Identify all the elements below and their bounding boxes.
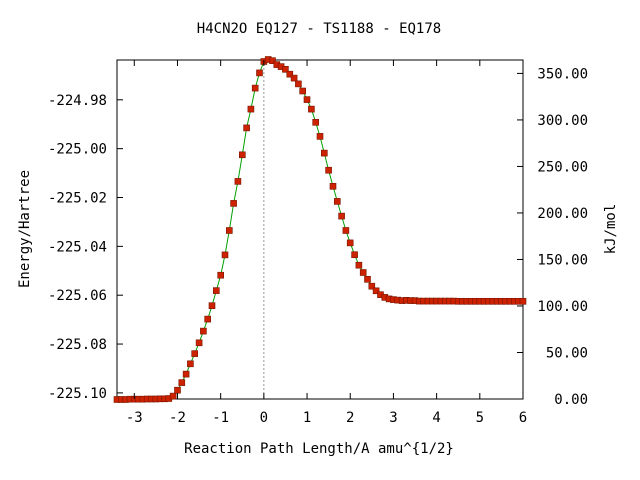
data-point [251,84,259,92]
plot-frame [116,59,524,400]
data-point [359,269,367,276]
data-point [217,271,224,279]
data-point [364,275,371,283]
data-point [519,297,527,305]
data-point [286,70,294,78]
data-point [187,360,194,368]
y2-tick-label: 250.00 [537,159,588,175]
y2-tick-label: 0.00 [554,392,588,408]
data-point [269,57,276,65]
data-point [247,105,255,113]
x-tick-label: 6 [519,410,527,426]
data-point [355,261,363,269]
x-tick-label: 5 [476,410,484,426]
x-tick-label: 1 [303,410,311,426]
x-tick-label: 0 [260,410,268,426]
data-point [299,87,307,95]
x-axis-label: Reaction Path Length/A amu^{1/2} [184,441,454,457]
data-point [191,350,198,357]
data-point [372,287,380,295]
x-tick-label: 3 [389,410,397,426]
data-point [174,386,181,394]
data-point-markers [113,56,527,403]
data-point [308,105,315,113]
y2-tick-label: 150.00 [537,252,588,268]
data-point [256,69,263,77]
y-axis-right-ticks: 0.00 50.00 100.00 150.00 200.00 250.00 300.00 3… [517,66,588,408]
y-tick-label: -225.04 [48,239,107,255]
plot-border [116,59,524,400]
data-point [230,200,237,207]
y-tick-label: -225.02 [48,191,107,207]
chart-title: H4CN2O EQ127 - TS1188 - EQ178 [197,21,441,37]
y-axis-label: Energy/Hartree [17,170,33,288]
data-point [312,119,320,126]
data-point [226,227,233,234]
data-point [368,282,376,290]
y2-tick-label: 300.00 [537,113,588,129]
data-point [200,327,207,335]
data-point [182,370,190,378]
data-point [346,239,354,247]
y2-tick-label: 350.00 [537,66,588,82]
data-point [178,379,186,386]
y-axis-left-ticks: -224.98 -225.00 -225.02 -225.04 -225.06 -225.… [48,93,123,402]
y2-tick-label: 100.00 [537,299,588,315]
data-point [208,302,216,310]
data-point [290,74,298,82]
data-point [243,124,250,132]
y-tick-label: -225.08 [48,337,107,353]
data-point [169,392,177,400]
x-tick-label: -2 [169,410,186,426]
x-tick-label: 4 [432,410,440,426]
x-tick-label: -1 [212,410,229,426]
y2-tick-label: 200.00 [537,206,588,222]
y-tick-label: -224.98 [48,93,107,109]
data-point [213,287,220,294]
data-point [234,178,242,185]
data-point [295,80,302,88]
data-point [282,66,289,73]
data-point [303,96,311,103]
x-axis-ticks: -3 -2 -1 0 1 2 3 4 5 6 [126,60,527,426]
energy-curve [117,58,523,400]
data-point [316,133,324,140]
data-point [338,212,345,220]
data-point [195,339,203,347]
data-point [351,251,358,258]
data-point [320,149,328,157]
data-point [204,315,211,323]
data-point [239,151,246,159]
x-tick-label: -3 [126,410,143,426]
x-tick-label: 2 [346,410,354,426]
data-point [342,227,350,234]
data-point [221,251,229,259]
y-tick-label: -225.00 [48,142,107,158]
y-tick-label: -225.10 [48,386,107,402]
data-point [333,198,341,205]
energy-line [117,58,523,400]
data-point [329,183,337,190]
y2-axis-label: kJ/mol [603,204,619,255]
y-tick-label: -225.06 [48,288,107,304]
y2-tick-label: 50.00 [546,345,588,361]
data-point [325,166,332,174]
